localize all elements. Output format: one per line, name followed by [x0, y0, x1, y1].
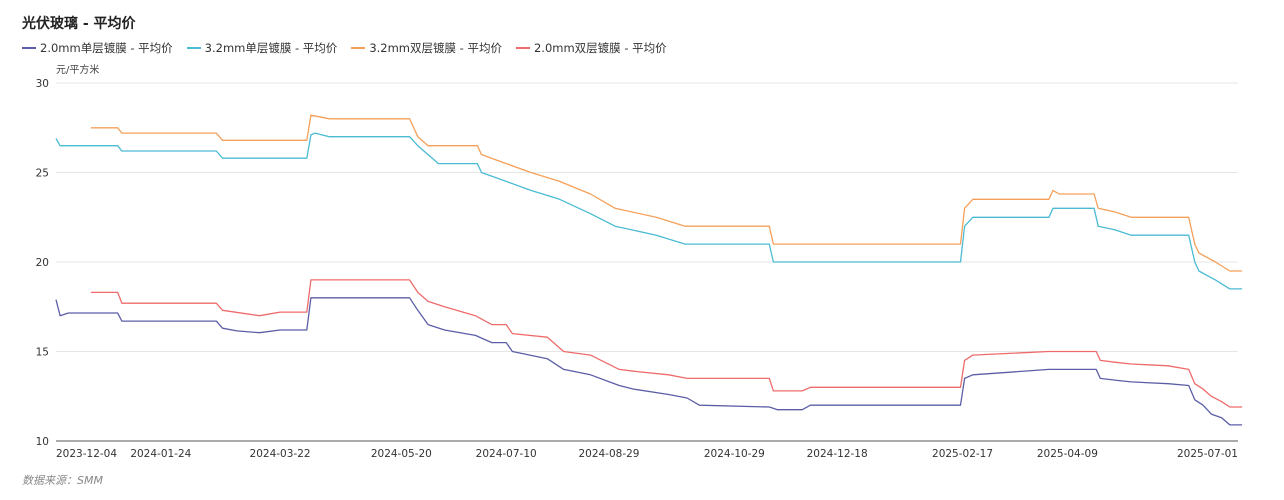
x-tick-label-2024-10-29: 2024-10-29	[704, 448, 765, 460]
data-source: 数据来源：SMM	[22, 474, 103, 487]
x-tick-label-2025-07-01: 2025-07-01	[1177, 448, 1238, 460]
series-line-2	[55, 132, 1243, 290]
legend-item-s1[interactable]: 2.0mm单层镀膜 - 平均价	[22, 40, 173, 56]
y-tick-label-25: 25	[36, 168, 49, 180]
x-tick-label-2025-02-17: 2025-02-17	[932, 448, 993, 460]
legend-swatch-s3	[351, 47, 366, 49]
legend-label-s4: 2.0mm双层镀膜 - 平均价	[533, 41, 667, 55]
legend-item-s4[interactable]: 2.0mm双层镀膜 - 平均价	[515, 40, 667, 56]
y-tick-label-10: 10	[36, 436, 49, 448]
y-axis-unit-label: 元/平方米	[56, 65, 100, 76]
x-tick-label-2024-07-10: 2024-07-10	[476, 448, 537, 460]
legend-item-s2[interactable]: 3.2mm单层镀膜 - 平均价	[186, 40, 338, 56]
legend-label-s3: 3.2mm双层镀膜 - 平均价	[369, 41, 502, 55]
chart-legend: 2.0mm单层镀膜 - 平均价 3.2mm单层镀膜 - 平均价 3.2mm双层镀…	[22, 40, 667, 56]
x-tick-label-2024-01-24: 2024-01-24	[130, 448, 191, 460]
x-tick-label-2024-03-22: 2024-03-22	[250, 448, 311, 460]
x-tick-label-2025-04-09: 2025-04-09	[1037, 448, 1098, 460]
legend-swatch-s1	[22, 47, 36, 49]
x-tick-label-2024-05-20: 2024-05-20	[371, 448, 432, 460]
legend-swatch-s2	[186, 47, 201, 49]
x-tick-label-2024-08-29: 2024-08-29	[578, 448, 639, 460]
y-tick-label-20: 20	[36, 257, 49, 269]
series-line-1	[55, 297, 1243, 426]
chart-title: 光伏玻璃 - 平均价	[22, 16, 136, 32]
legend-label-s1: 2.0mm单层镀膜 - 平均价	[40, 41, 173, 55]
x-tick-label-2023-12-04: 2023-12-04	[56, 448, 117, 460]
legend-item-s3[interactable]: 3.2mm双层镀膜 - 平均价	[351, 40, 502, 56]
series-line-3	[90, 114, 1243, 272]
legend-label-s2: 3.2mm单层镀膜 - 平均价	[204, 41, 338, 55]
x-tick-label-2024-12-18: 2024-12-18	[807, 448, 868, 460]
series-line-4	[90, 279, 1243, 408]
y-tick-label-30: 30	[36, 78, 49, 90]
y-tick-label-15: 15	[36, 347, 49, 359]
legend-swatch-s4	[515, 47, 530, 49]
